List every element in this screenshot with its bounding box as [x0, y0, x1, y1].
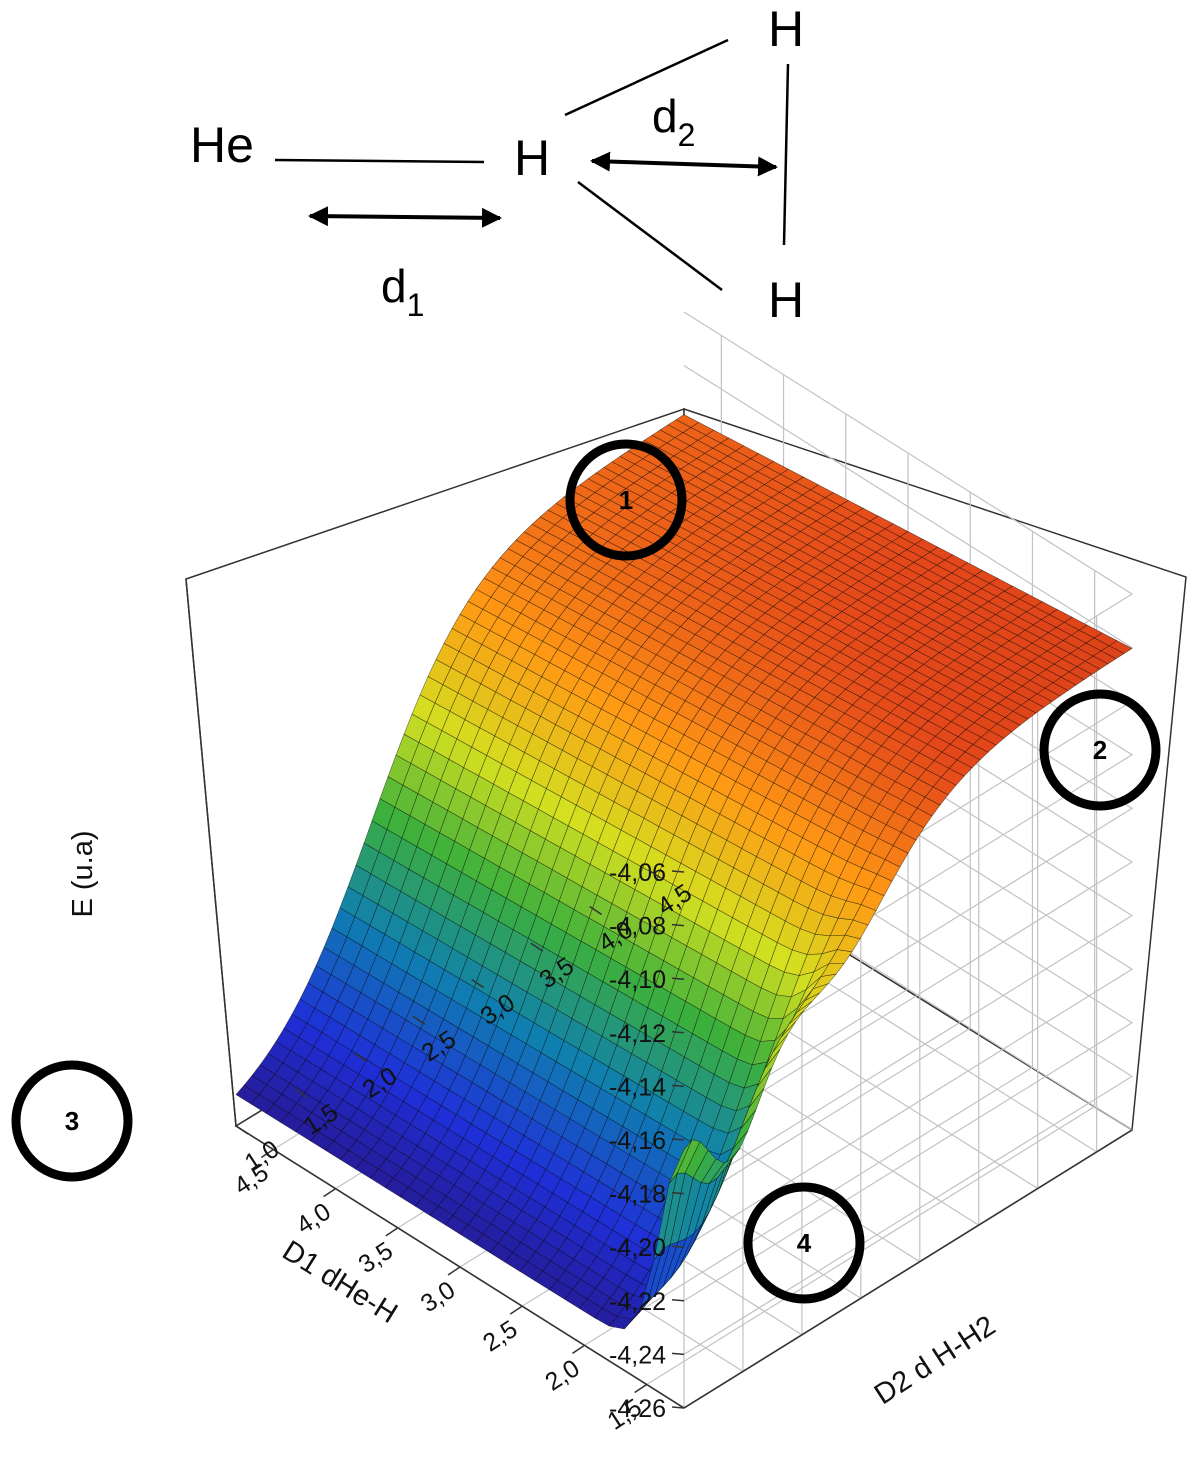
annotation-circle-2: 2 [1039, 689, 1161, 811]
tick-mark-d1 [509, 1305, 523, 1315]
tick-label-e: -4,20 [609, 1234, 666, 1262]
distance-arrow-d1 [308, 206, 502, 228]
tick-label-e: -4,12 [609, 1020, 666, 1048]
tick-label-e: -4,18 [609, 1181, 666, 1209]
tick-mark-d1 [323, 1188, 336, 1198]
tick-mark-d2 [235, 1125, 249, 1135]
annotations: 1 2 3 4 [11, 439, 1161, 1304]
atom-label-he: He [190, 117, 254, 173]
distance-letter-d2: d [652, 90, 678, 142]
distance-arrow-d2 [590, 151, 778, 177]
tick-mark-e [671, 1191, 685, 1195]
bond-h2 [782, 63, 790, 246]
tick-mark-d1 [447, 1266, 461, 1276]
distance-label-d1: d1 [381, 260, 424, 323]
atom-label-h-top: H [768, 1, 804, 57]
tick-mark-e [671, 1084, 685, 1088]
tick-label-e: -4,16 [609, 1127, 666, 1155]
tick-label-e: -4,22 [609, 1288, 666, 1316]
tick-label-d1: 2,0 [540, 1354, 584, 1396]
annotation-circle-4: 4 [743, 1182, 865, 1304]
tick-label-e: -4,10 [609, 966, 666, 994]
tick-label-e: -4,08 [609, 913, 666, 941]
tick-mark-e [671, 1406, 685, 1409]
annotation-label-4: 4 [797, 1228, 812, 1258]
surface-patch [668, 1139, 693, 1184]
tick-label-e: -4,06 [609, 859, 666, 887]
tick-mark-e [671, 977, 685, 980]
tick-label-e: -4,24 [609, 1341, 666, 1369]
bond-h-hbottom [577, 181, 723, 291]
axis-label-d2: D2 d H-H2 [869, 1310, 1001, 1411]
tick-mark-d2 [294, 1088, 308, 1099]
tick-mark-e [671, 923, 685, 927]
tick-label-d1: 4,0 [291, 1197, 335, 1239]
tick-mark-d2 [471, 979, 485, 989]
molecule-diagram: He H H H d1 d2 [190, 1, 804, 328]
tick-mark-d2 [589, 905, 603, 916]
surface-plot: -4,06 -4,08 -4,10 -4,12 -4,14 -4,16 -4,18 -4,20… [67, 311, 1187, 1436]
tick-mark-d1 [260, 1148, 274, 1159]
annotation-circle-1: 1 [565, 439, 687, 561]
tick-mark-d2 [353, 1052, 367, 1062]
annotation-label-1: 1 [619, 485, 633, 515]
tick-mark-d2 [648, 869, 662, 879]
tick-mark-d1 [572, 1344, 585, 1354]
tick-mark-d1 [385, 1227, 399, 1237]
ticks: -4,06 -4,08 -4,10 -4,12 -4,14 -4,16 -4,18 -4,20… [229, 859, 697, 1436]
surface-mesh [235, 414, 1133, 1330]
tick-mark-e [671, 1245, 685, 1248]
tick-mark-d2 [530, 942, 544, 952]
tick-label-d1: 3,5 [354, 1237, 398, 1279]
tick-mark-d2 [412, 1015, 426, 1025]
tick-mark-d1 [634, 1383, 648, 1394]
distance-label-d2: d2 [652, 90, 695, 153]
tick-mark-e [671, 1352, 685, 1356]
tick-label-d1: 3,0 [416, 1276, 460, 1318]
annotation-label-3: 3 [65, 1106, 79, 1136]
tick-mark-e [671, 1299, 685, 1302]
tick-label-e: -4,26 [609, 1395, 666, 1423]
axis-edge-d2 [683, 1129, 1133, 1409]
bond-h-htop [564, 38, 729, 117]
atom-label-h-center: H [514, 130, 550, 186]
tick-mark-e [671, 870, 685, 873]
axis-label-e: E (u.a) [67, 830, 99, 917]
distance-subscript-d1: 1 [407, 287, 425, 323]
tick-mark-e [671, 1138, 685, 1141]
tick-mark-e [671, 1031, 685, 1034]
tick-label-d1: 2,5 [478, 1315, 522, 1357]
distance-subscript-d2: 2 [678, 117, 696, 153]
annotation-circle-3: 3 [11, 1060, 133, 1182]
atom-label-h-bottom: H [768, 272, 804, 328]
grid-line-d1 [646, 570, 1096, 1386]
axis-edge-e [185, 578, 237, 1127]
annotation-label-2: 2 [1093, 735, 1107, 765]
bond-he-h [274, 158, 485, 164]
tick-label-e: -4,14 [609, 1073, 666, 1101]
distance-letter-d1: d [381, 260, 407, 312]
